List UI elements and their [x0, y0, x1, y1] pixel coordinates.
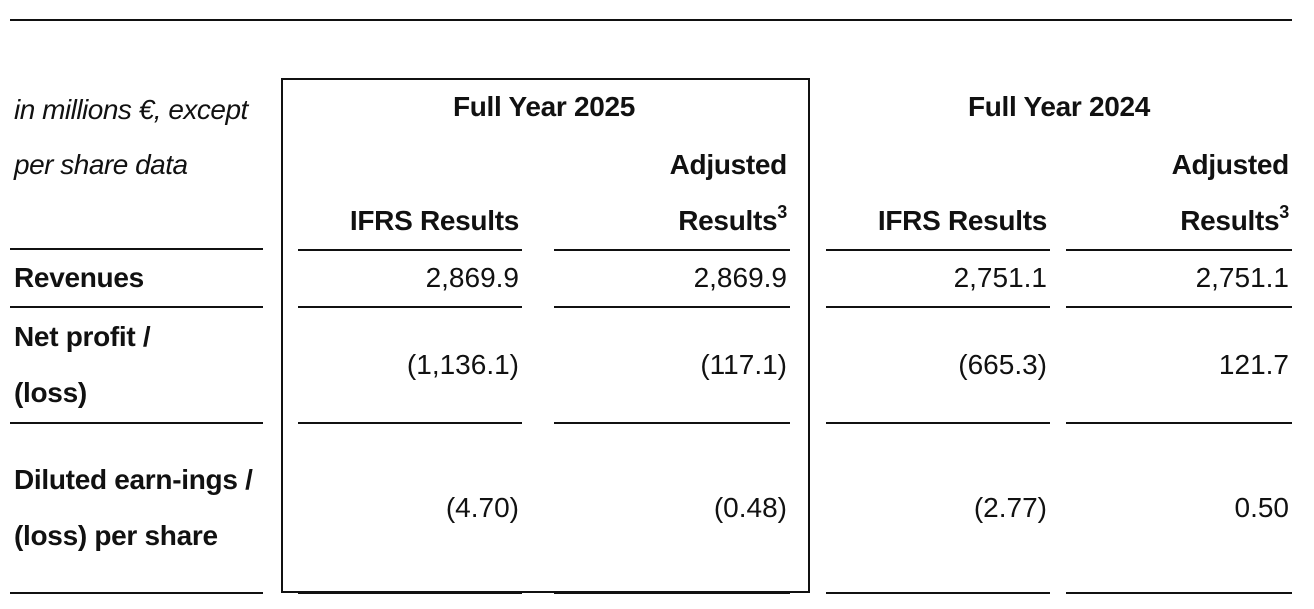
- column-header-text: Adjusted Results3: [1119, 137, 1290, 249]
- cell-value: (2.77): [826, 424, 1050, 594]
- highlight-box: [281, 78, 810, 593]
- footnote-marker: 3: [1279, 202, 1289, 222]
- column-header-text: IFRS Results: [877, 205, 1047, 236]
- cell-value: (0.48): [554, 424, 790, 594]
- cell-value: (4.70): [298, 424, 522, 594]
- cell-value: (117.1): [554, 308, 790, 424]
- group-title: Full Year 2024: [967, 91, 1151, 122]
- cell-value: (665.3): [826, 308, 1050, 424]
- column-header: Adjusted Results3: [1066, 135, 1292, 251]
- cell-value: 2,751.1: [1066, 250, 1292, 308]
- cell-value: (1,136.1): [298, 308, 522, 424]
- row-label: Revenues: [10, 250, 263, 308]
- group-title: Full Year 2025: [452, 91, 636, 122]
- column-header-text: IFRS Results: [349, 205, 519, 236]
- row-label: Net profit / (loss): [10, 308, 263, 424]
- column-header-text: Adjusted Results: [1171, 149, 1290, 236]
- column-header: IFRS Results: [826, 135, 1050, 251]
- footnote-marker: 3: [777, 202, 787, 222]
- column-header: IFRS Results: [298, 135, 522, 251]
- row-label: Diluted earn-ings / (loss) per share: [10, 424, 263, 594]
- cell-value: 2,869.9: [554, 250, 790, 308]
- label-header-rule: [10, 248, 263, 250]
- cell-value: 121.7: [1066, 308, 1292, 424]
- cell-value: 0.50: [1066, 424, 1292, 594]
- cell-value: 2,869.9: [298, 250, 522, 308]
- column-header-text: Adjusted Results: [669, 149, 788, 236]
- cell-value: 2,751.1: [826, 250, 1050, 308]
- column-header: Adjusted Results3: [554, 135, 790, 251]
- column-header-text: Adjusted Results3: [617, 137, 788, 249]
- top-rule: [10, 19, 1292, 21]
- unit-label: in millions €, except per share data: [14, 94, 248, 180]
